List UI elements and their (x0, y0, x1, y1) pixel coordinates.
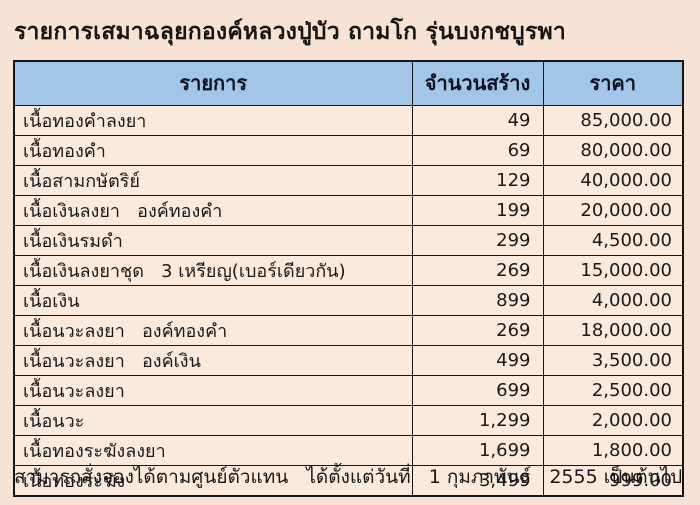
item-cell: เนื้อนวะลงยา องค์เงิน (13, 344, 413, 376)
header-row: รายการ จำนวนสร้าง ราคา (13, 60, 684, 106)
table-body: เนื้อทองคำลงยา 49 85,000.00 เนื้อทองคำ 69 80,… (13, 104, 684, 496)
item-cell: เนื้อนวะลงยา องค์ทองคำ (13, 314, 413, 346)
item-cell: เนื้อทองระฆังลงยา (13, 434, 413, 466)
item-cell: เนื้อนวะลงยา (13, 374, 413, 406)
quantity-cell: 269 (411, 254, 544, 286)
item-cell: เนื้อทองคำ (13, 134, 413, 166)
quantity-cell: 699 (411, 374, 544, 406)
table-row: เนื้อเงินรมดำ 299 4,500.00 (13, 224, 684, 256)
price-table: รายการ จำนวนสร้าง ราคา เนื้อทองคำลงยา 49 8… (13, 60, 684, 497)
price-cell: 4,000.00 (542, 284, 684, 316)
item-cell: เนื้อนวะ (13, 404, 413, 436)
quantity-cell: 899 (411, 284, 544, 316)
price-cell: 80,000.00 (542, 134, 684, 166)
column-header-price: ราคา (542, 60, 684, 106)
table-row: เนื้อทองคำลงยา 49 85,000.00 (13, 104, 684, 136)
table-row: เนื้อนวะลงยา องค์เงิน 499 3,500.00 (13, 344, 684, 376)
column-header-quantity: จำนวนสร้าง (411, 60, 544, 106)
table-row: เนื้อสามกษัตริย์ 129 40,000.00 (13, 164, 684, 196)
item-cell: เนื้อเงินรมดำ (13, 224, 413, 256)
price-cell: 999.00 (542, 464, 684, 496)
price-cell: 2,500.00 (542, 374, 684, 406)
item-cell: เนื้อเงิน (13, 284, 413, 316)
item-cell: เนื้อเงินลงยาชุด 3 เหรียญ(เบอร์เดียวกัน) (13, 254, 413, 286)
table-row: เนื้อเงินลงยา องค์ทองคำ 199 20,000.00 (13, 194, 684, 226)
price-cell: 1,800.00 (542, 434, 684, 466)
table-row: เนื้อนวะลงยา องค์ทองคำ 269 18,000.00 (13, 314, 684, 346)
item-cell: เนื้อเงินลงยา องค์ทองคำ (13, 194, 413, 226)
table-header: รายการ จำนวนสร้าง ราคา (13, 60, 684, 106)
quantity-cell: 299 (411, 224, 544, 256)
table-row: เนื้อทองระฆัง 3,499 999.00 (13, 464, 684, 496)
column-header-item: รายการ (13, 60, 413, 106)
table-row: เนื้อทองระฆังลงยา 1,699 1,800.00 (13, 434, 684, 466)
quantity-cell: 269 (411, 314, 544, 346)
quantity-cell: 199 (411, 194, 544, 226)
price-cell: 18,000.00 (542, 314, 684, 346)
item-cell: เนื้อทองคำลงยา (13, 104, 413, 136)
table-row: เนื้อนวะ 1,299 2,000.00 (13, 404, 684, 436)
price-cell: 3,500.00 (542, 344, 684, 376)
table-row: เนื้อทองคำ 69 80,000.00 (13, 134, 684, 166)
price-cell: 15,000.00 (542, 254, 684, 286)
quantity-cell: 1,699 (411, 434, 544, 466)
quantity-cell: 1,299 (411, 404, 544, 436)
price-cell: 20,000.00 (542, 194, 684, 226)
price-cell: 85,000.00 (542, 104, 684, 136)
price-cell: 40,000.00 (542, 164, 684, 196)
item-cell: เนื้อสามกษัตริย์ (13, 164, 413, 196)
quantity-cell: 499 (411, 344, 544, 376)
quantity-cell: 69 (411, 134, 544, 166)
table-row: เนื้อเงินลงยาชุด 3 เหรียญ(เบอร์เดียวกัน)… (13, 254, 684, 286)
table-row: เนื้อเงิน 899 4,000.00 (13, 284, 684, 316)
quantity-cell: 129 (411, 164, 544, 196)
price-cell: 4,500.00 (542, 224, 684, 256)
price-cell: 2,000.00 (542, 404, 684, 436)
table-row: เนื้อนวะลงยา 699 2,500.00 (13, 374, 684, 406)
page-title: รายการเสมาฉลุยกองค์หลวงปู่บัว ถามโก รุ่น… (14, 19, 566, 45)
quantity-cell: 49 (411, 104, 544, 136)
item-cell: เนื้อทองระฆัง (13, 464, 413, 496)
footer-note: สามารถสั่งจองได้ตามศูนย์ตัวแทน ได้ตั้งแต… (14, 466, 683, 488)
